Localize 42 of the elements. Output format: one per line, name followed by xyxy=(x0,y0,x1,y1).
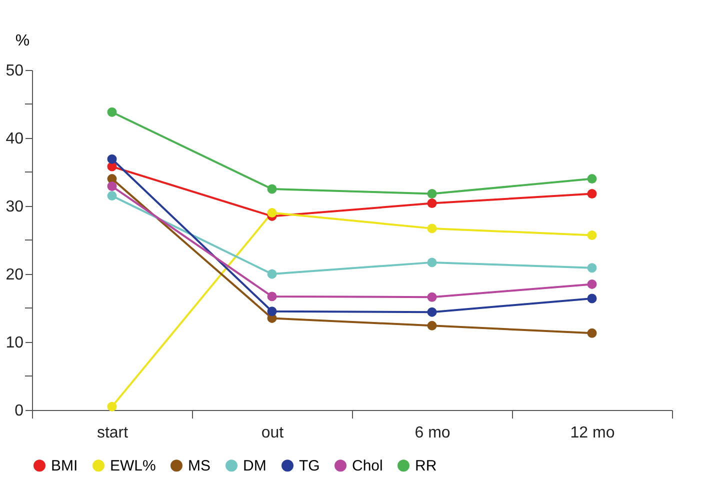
point xyxy=(427,198,437,208)
point xyxy=(107,182,117,192)
y-tick-label: 20 xyxy=(6,266,24,284)
point xyxy=(267,208,277,218)
y-tick-label: 30 xyxy=(6,198,24,216)
point xyxy=(107,191,117,201)
y-tick-label: 40 xyxy=(6,130,24,148)
legend-label: Chol xyxy=(352,458,383,475)
point xyxy=(107,154,117,164)
point xyxy=(427,320,437,330)
x-tick-label: 6 mo xyxy=(414,424,450,442)
legend-label: BMI xyxy=(51,458,78,475)
legend-label: MS xyxy=(188,458,210,475)
point xyxy=(427,224,437,234)
point xyxy=(267,269,277,279)
legend-label: DM xyxy=(243,458,266,475)
point xyxy=(267,184,277,194)
point xyxy=(587,279,597,289)
point xyxy=(427,307,437,317)
legend-label: RR xyxy=(415,458,437,475)
x-tick-label: 12 mo xyxy=(570,424,615,442)
point xyxy=(587,294,597,304)
y-tick-label: 10 xyxy=(6,334,24,352)
legend-label: TG xyxy=(299,458,320,475)
legend-label: EWL% xyxy=(110,458,156,475)
point xyxy=(587,230,597,240)
x-tick-label: out xyxy=(261,424,284,442)
x-tick-label: start xyxy=(96,424,129,442)
y-tick-label: 50 xyxy=(6,62,24,80)
point xyxy=(587,174,597,184)
point xyxy=(267,292,277,302)
point xyxy=(427,292,437,302)
point xyxy=(107,107,117,117)
y-axis-title: % xyxy=(15,32,30,50)
point xyxy=(107,402,117,412)
y-tick-label: 0 xyxy=(14,402,24,420)
point xyxy=(587,328,597,338)
point xyxy=(427,258,437,268)
point xyxy=(267,306,277,316)
point xyxy=(427,189,437,198)
point xyxy=(587,189,597,198)
point xyxy=(587,263,597,273)
